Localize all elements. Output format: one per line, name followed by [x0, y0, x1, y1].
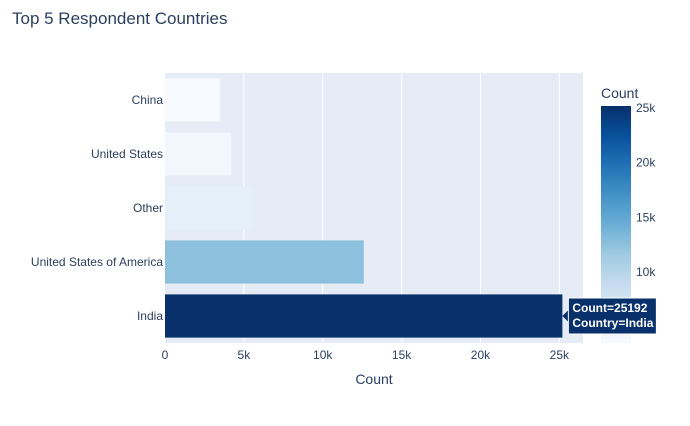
colorbar-tick-label: 25k — [636, 101, 656, 115]
x-tick-label: 10k — [313, 348, 333, 362]
hover-pointer — [562, 310, 569, 322]
bar[interactable] — [165, 294, 563, 338]
bar[interactable] — [165, 132, 232, 176]
x-tick-label: 25k — [550, 348, 570, 362]
colorbar-tick-label: 10k — [636, 265, 656, 279]
colorbar-tick-label: 15k — [636, 210, 656, 224]
y-tick-label: Other — [133, 201, 163, 215]
x-axis-ticks: 0 5k 10k 15k 20k 25k — [162, 348, 570, 362]
x-tick-label: 0 — [162, 348, 169, 362]
y-axis-ticks: India United States of America Other United… — [31, 93, 163, 323]
hover-text-line: Country=India — [572, 316, 653, 330]
y-tick-label: United States of America — [31, 255, 163, 269]
bar[interactable] — [165, 240, 364, 284]
colorbar-ticks: 10k 15k 20k 25k — [636, 101, 656, 279]
colorbar-tick-label: 20k — [636, 156, 656, 170]
bar[interactable] — [165, 186, 254, 230]
colorbar-title: Count — [601, 85, 638, 101]
x-tick-label: 15k — [392, 348, 412, 362]
hover-text-line: Count=25192 — [572, 301, 647, 315]
x-tick-label: 20k — [471, 348, 491, 362]
y-tick-label: United States — [91, 147, 163, 161]
y-tick-label: India — [137, 309, 163, 323]
x-tick-label: 5k — [238, 348, 252, 362]
y-tick-label: China — [132, 93, 164, 107]
bar[interactable] — [165, 78, 221, 122]
bars — [165, 78, 563, 338]
hover-box — [567, 297, 657, 335]
x-axis-title: Count — [355, 371, 392, 387]
chart-title: Top 5 Respondent Countries — [12, 9, 227, 28]
